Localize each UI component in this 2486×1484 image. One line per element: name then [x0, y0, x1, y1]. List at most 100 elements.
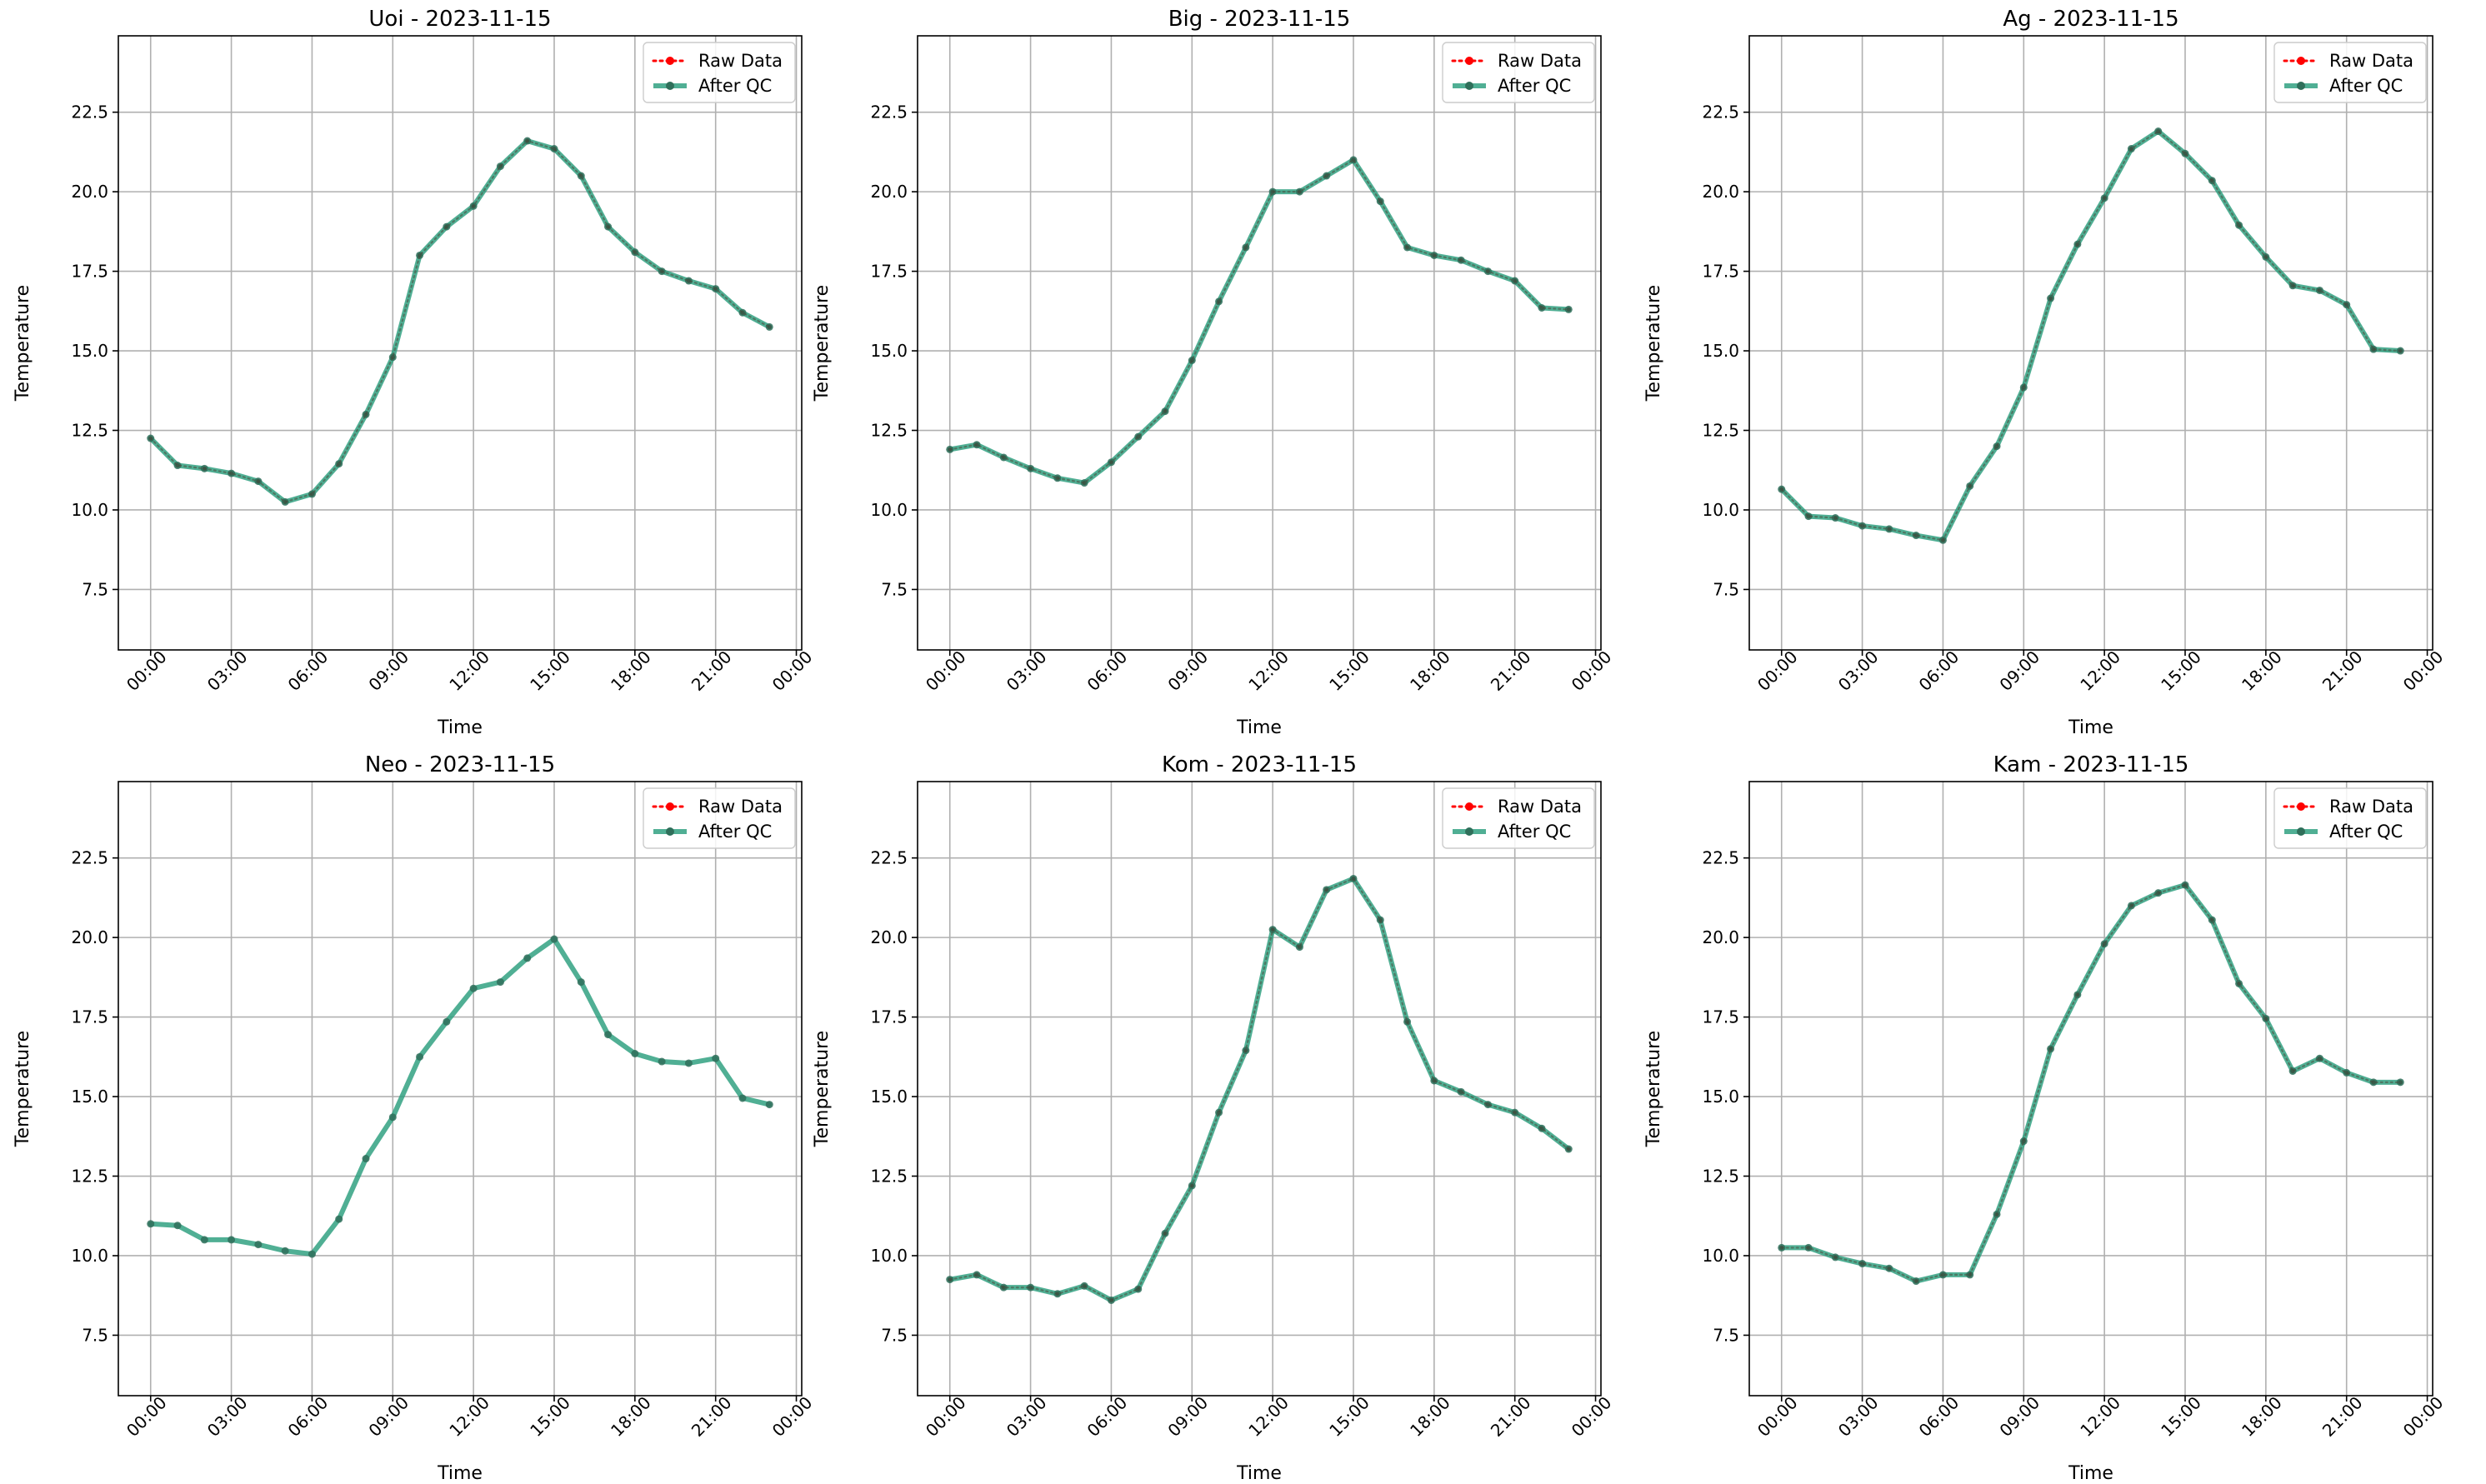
plot-frame — [1748, 781, 2433, 1397]
y-tick-label: 20.0 — [870, 182, 908, 202]
after-qc-point — [658, 1057, 666, 1066]
y-tick-label: 10.0 — [870, 1246, 908, 1266]
raw-data-point — [1163, 409, 1168, 414]
raw-data-point — [2344, 1070, 2349, 1076]
chart-panel-3: Ag - 2023-11-15 00:00 03:00 06:00 09:00 12:00… — [1643, 7, 2447, 738]
raw-data-point — [1055, 1292, 1060, 1297]
x-tick-label: 09:00 — [364, 1392, 413, 1441]
raw-data-point — [1859, 523, 1865, 528]
after-qc-point — [604, 1031, 613, 1039]
chart-panel-4: Neo - 2023-11-15 00:00 03:00 06:00 09:00 12:0… — [13, 752, 816, 1484]
raw-data-point — [1216, 299, 1222, 304]
x-axis-label: Time — [437, 717, 483, 738]
series-after-qc-line — [1778, 128, 2403, 543]
x-tick-label: 00:00 — [123, 647, 171, 695]
y-tick-label: 20.0 — [71, 182, 108, 202]
raw-data-point — [1351, 157, 1356, 162]
series-after-qc-line — [947, 876, 1572, 1303]
raw-data-point — [2183, 151, 2188, 156]
raw-data-point — [444, 224, 449, 229]
raw-data-point — [2075, 242, 2080, 247]
raw-data-point — [1458, 257, 1463, 262]
after-qc-point — [577, 978, 585, 987]
raw-data-point — [1404, 1019, 1410, 1024]
y-axis-label: Temperature — [13, 285, 33, 402]
legend-raw-marker — [2297, 802, 2305, 811]
raw-data-point — [1513, 278, 1518, 283]
raw-data-point — [1001, 1285, 1006, 1290]
raw-data-point — [1458, 1089, 1463, 1094]
x-tick-label: 00:00 — [123, 1392, 171, 1441]
raw-data-point — [1082, 480, 1087, 486]
grid — [1749, 782, 2433, 1396]
y-tick-label: 15.0 — [870, 1087, 908, 1107]
raw-data-point — [1378, 917, 1383, 922]
y-tick-label: 12.5 — [71, 421, 108, 441]
y-axis-label: Temperature — [1643, 1031, 1664, 1147]
grid — [918, 36, 1601, 650]
raw-data-point — [2263, 254, 2268, 259]
series-raw-data-line — [1780, 883, 2402, 1282]
after-qc-point — [416, 1052, 424, 1061]
raw-data-point — [337, 462, 342, 467]
y-tick-label: 22.5 — [870, 848, 908, 868]
y-tick-label: 10.0 — [71, 500, 108, 520]
raw-data-point — [948, 447, 953, 452]
after-qc-point — [631, 1049, 639, 1057]
raw-data-point — [1351, 876, 1356, 882]
raw-data-point — [2048, 296, 2053, 301]
series-raw-data-line — [948, 158, 1570, 484]
x-tick-label: 15:00 — [526, 1392, 574, 1441]
y-tick-label: 17.5 — [870, 1007, 908, 1027]
x-tick-label: 00:00 — [2399, 1392, 2448, 1441]
legend-raw-marker — [1465, 802, 1473, 811]
raw-data-point — [1779, 487, 1784, 492]
x-tick-label: 12:00 — [445, 647, 493, 695]
raw-data-point — [1994, 1212, 1999, 1217]
x-tick-label: 06:00 — [284, 647, 333, 695]
raw-data-point — [1779, 1245, 1784, 1251]
x-tick-label: 03:00 — [1834, 647, 1883, 695]
y-tick-label: 15.0 — [71, 341, 108, 361]
x-tick-label: 00:00 — [768, 647, 817, 695]
x-tick-label: 00:00 — [768, 1392, 817, 1441]
x-axis-label: Time — [1236, 717, 1282, 738]
after-qc-point — [147, 1220, 155, 1228]
x-tick-label: 09:00 — [1995, 1392, 2043, 1441]
x-tick-label: 12:00 — [1244, 647, 1293, 695]
x-tick-label: 09:00 — [1163, 1392, 1212, 1441]
x-tick-label: 18:00 — [1406, 647, 1454, 695]
legend-qc-label: After QC — [698, 822, 772, 842]
raw-data-point — [2317, 1056, 2323, 1061]
x-tick-label: 15:00 — [1325, 647, 1373, 695]
raw-data-point — [1940, 1272, 1946, 1277]
after-qc-point — [496, 978, 504, 987]
raw-data-point — [2156, 891, 2161, 896]
x-tick-label: 00:00 — [2399, 647, 2448, 695]
raw-data-point — [659, 268, 664, 274]
after-qc-point — [281, 1247, 289, 1255]
raw-data-point — [2021, 1138, 2026, 1144]
raw-data-point — [1216, 1110, 1222, 1115]
grid — [118, 36, 802, 650]
y-tick-label: 22.5 — [1702, 102, 1739, 122]
x-axis-label: Time — [1236, 1463, 1282, 1484]
raw-data-point — [1806, 1245, 1811, 1251]
raw-data-point — [2371, 347, 2376, 352]
raw-data-point — [2128, 903, 2134, 908]
raw-data-point — [974, 1272, 979, 1277]
y-tick-label: 20.0 — [870, 927, 908, 947]
y-tick-label: 15.0 — [1702, 1087, 1739, 1107]
legend: Raw Data After QC — [2273, 42, 2427, 103]
plot-frame — [1748, 35, 2433, 651]
raw-data-point — [498, 163, 503, 169]
legend-raw-marker — [1465, 57, 1473, 65]
raw-data-point — [1485, 1102, 1491, 1107]
legend-raw-label: Raw Data — [1498, 797, 1582, 817]
legend-qc-marker — [666, 82, 674, 90]
raw-data-point — [2183, 882, 2188, 887]
raw-data-point — [471, 203, 476, 208]
raw-data-point — [1539, 305, 1544, 311]
x-tick-label: 21:00 — [2318, 647, 2367, 695]
raw-data-point — [1539, 1126, 1544, 1131]
